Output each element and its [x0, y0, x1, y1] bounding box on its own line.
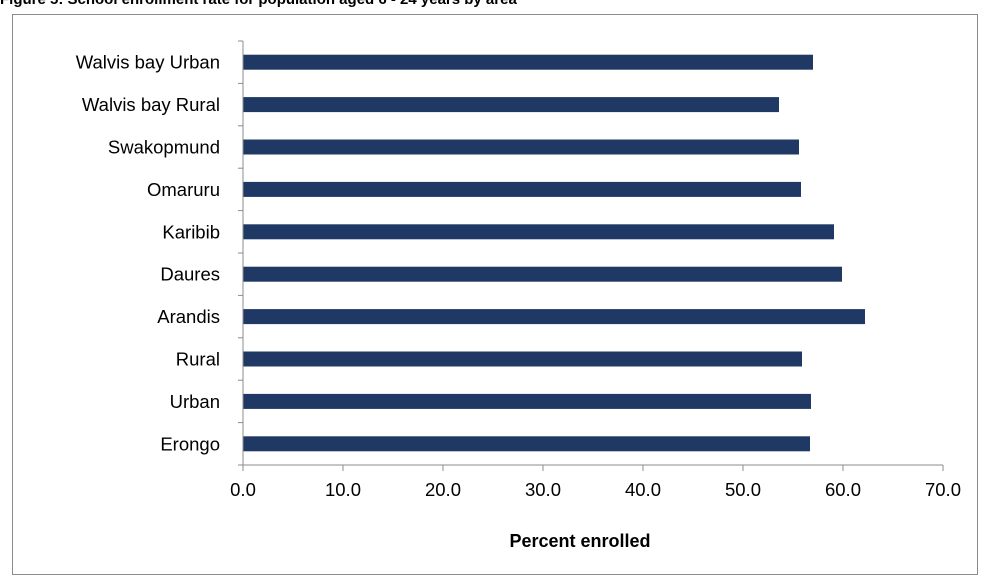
bar-omaruru: [243, 181, 801, 197]
bar-urban: [243, 393, 811, 409]
category-label: Urban: [170, 391, 220, 412]
bar-rural: [243, 351, 802, 367]
category-label: Walvis bay Urban: [76, 52, 220, 73]
category-label: Swakopmund: [108, 137, 220, 158]
axes-group: [238, 40, 944, 471]
bars-group: [243, 54, 865, 452]
x-tick-label: 30.0: [525, 479, 561, 500]
category-labels: Walvis bay Urban Walvis bay Rural Swakopmu…: [76, 52, 220, 455]
bar-karibib: [243, 224, 834, 240]
category-label: Erongo: [160, 433, 220, 454]
category-label: Arandis: [157, 306, 220, 327]
bar-walvis-bay-urban: [243, 54, 813, 70]
x-tick-label: 50.0: [725, 479, 761, 500]
bar-walvis-bay-rural: [243, 97, 779, 113]
bar-erongo: [243, 436, 810, 452]
bar-daures: [243, 266, 842, 282]
x-tick-label: 60.0: [825, 479, 861, 500]
x-tick-label: 20.0: [425, 479, 461, 500]
x-tick-label: 40.0: [625, 479, 661, 500]
category-label: Daures: [160, 264, 220, 285]
x-axis-title: Percent enrolled: [509, 531, 650, 551]
category-label: Walvis bay Rural: [82, 94, 220, 115]
figure-caption: Figure 5: School enrollment rate for pop…: [0, 0, 517, 8]
x-tick-label: 0.0: [230, 479, 256, 500]
x-tick-label: 70.0: [925, 479, 961, 500]
bar-swakopmund: [243, 139, 799, 155]
x-tick-label: 10.0: [325, 479, 361, 500]
category-label: Karibib: [162, 221, 220, 242]
category-label: Omaruru: [147, 179, 220, 200]
bar-arandis: [243, 309, 865, 325]
category-label: Rural: [176, 349, 220, 370]
tick-labels: 0.0 10.0 20.0 30.0 40.0 50.0 60.0 70.0: [230, 479, 961, 500]
